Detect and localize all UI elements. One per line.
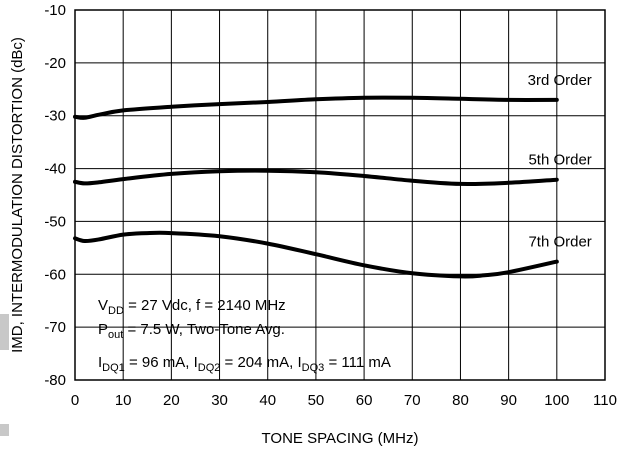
x-tick-label: 40 xyxy=(259,392,276,409)
x-tick-label: 50 xyxy=(308,392,325,409)
x-tick-label: 90 xyxy=(500,392,517,409)
y-axis-title: IMD, INTERMODULATION DISTORTION (dBc) xyxy=(9,37,26,353)
x-tick-label: 110 xyxy=(593,392,617,409)
x-tick-label: 20 xyxy=(163,392,180,409)
y-tick-label: -40 xyxy=(44,161,66,178)
x-axis-title: TONE SPACING (MHz) xyxy=(262,430,419,447)
series-label-5th-order: 5th Order xyxy=(528,152,591,169)
y-tick-label: -60 xyxy=(44,266,66,283)
annotation-line-1: VDD = 27 Vdc, f = 2140 MHz xyxy=(98,297,286,317)
side-mark-bottom xyxy=(0,424,9,436)
y-tick-label: -80 xyxy=(44,372,66,389)
y-tick-label: -30 xyxy=(44,108,66,125)
y-tick-labels: -10 -20 -30 -40 -50 -60 -70 -80 xyxy=(44,2,66,389)
y-tick-label: -50 xyxy=(44,213,66,230)
series-line-7th-order xyxy=(73,230,559,279)
x-tick-label: 100 xyxy=(544,392,569,409)
side-mark-top xyxy=(0,314,9,350)
annotation-line-2: Pout = 7.5 W, Two-Tone Avg. xyxy=(98,321,285,341)
x-tick-label: 70 xyxy=(404,392,421,409)
series-lines xyxy=(73,95,559,279)
y-tick-label: -70 xyxy=(44,319,66,336)
y-tick-label: -20 xyxy=(44,55,66,72)
annotation-line-3: IDQ1 = 96 mA, IDQ2 = 204 mA, IDQ3 = 111 … xyxy=(98,354,391,374)
x-tick-label: 80 xyxy=(452,392,469,409)
series-line-3rd-order xyxy=(73,95,559,120)
series-labels: 3rd Order 5th Order 7th Order xyxy=(528,72,592,251)
x-tick-label: 0 xyxy=(71,392,79,409)
x-tick-labels: 0 10 20 30 40 50 60 70 80 90 100 110 xyxy=(71,392,617,409)
x-tick-label: 60 xyxy=(356,392,373,409)
x-tick-label: 10 xyxy=(115,392,132,409)
grid-lines xyxy=(75,10,605,380)
series-label-7th-order: 7th Order xyxy=(528,234,591,251)
y-tick-label: -10 xyxy=(44,2,66,19)
series-line-5th-order xyxy=(73,168,559,186)
plot-frame xyxy=(74,9,606,381)
series-label-3rd-order: 3rd Order xyxy=(528,72,592,89)
x-tick-label: 30 xyxy=(211,392,228,409)
